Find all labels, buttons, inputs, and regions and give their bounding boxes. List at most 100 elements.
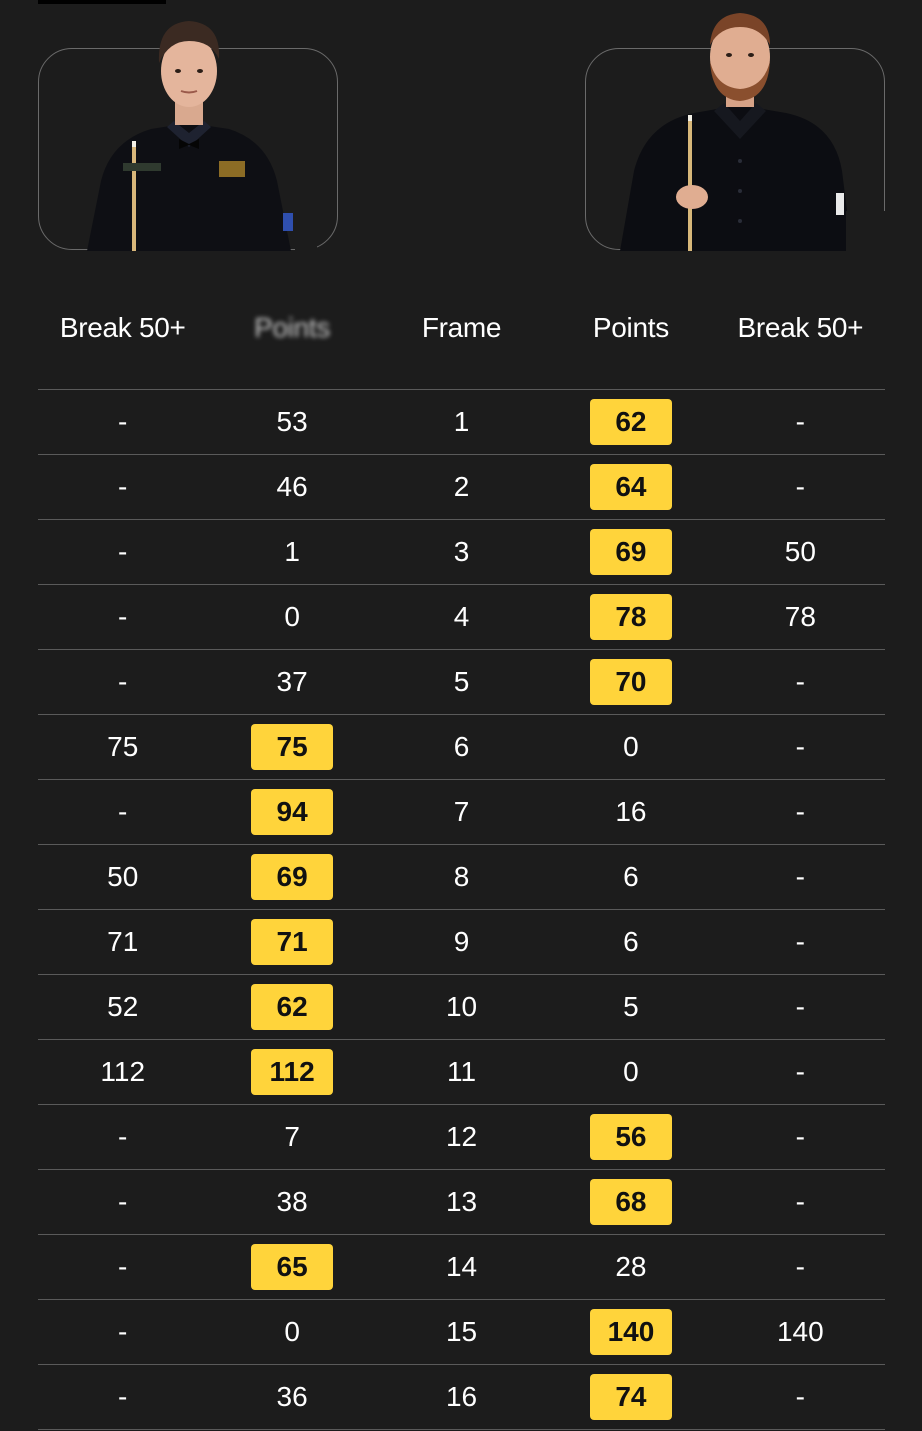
right-points-value: 6	[623, 926, 639, 957]
table-row: 75 75 6 0 -	[38, 715, 885, 780]
right-points-value: 0	[623, 731, 639, 762]
frame-number-cell: 7	[377, 780, 546, 844]
right-points-value: 28	[615, 1251, 647, 1282]
left-points-win-badge: 65	[251, 1244, 334, 1290]
right-points-value: 6	[623, 861, 639, 892]
left-points-value: 36	[276, 1381, 308, 1412]
frame-number-cell: 13	[377, 1170, 546, 1234]
left-points-cell: 0	[207, 1300, 376, 1364]
left-break-value: -	[118, 471, 128, 502]
frame-number-value: 16	[445, 1381, 478, 1412]
left-points-cell: 37	[207, 650, 376, 714]
right-points-cell: 68	[546, 1170, 715, 1234]
right-break-value: 50	[784, 536, 816, 567]
right-points-value: 16	[615, 796, 647, 827]
right-break-value: -	[795, 861, 805, 892]
right-break-value: -	[795, 1121, 805, 1152]
frame-number-value: 15	[445, 1316, 478, 1347]
left-points-cell: 46	[207, 455, 376, 519]
right-break-value: -	[795, 406, 805, 437]
frame-number-value: 13	[445, 1186, 478, 1217]
header-right-break: Break 50+	[737, 312, 864, 343]
right-break-value: -	[795, 471, 805, 502]
right-points-cell: 56	[546, 1105, 715, 1169]
player-photo-icon	[620, 13, 852, 251]
left-break-cell: -	[38, 390, 207, 454]
left-break-value: 112	[100, 1056, 146, 1087]
left-points-value: 37	[276, 666, 308, 697]
frame-number-cell: 5	[377, 650, 546, 714]
frame-number-value: 11	[446, 1056, 477, 1087]
left-points-cell: 65	[207, 1235, 376, 1299]
right-points-win-badge: 140	[589, 1309, 672, 1355]
right-break-cell: 140	[716, 1300, 885, 1364]
left-points-win-badge: 112	[251, 1049, 334, 1095]
left-break-value: -	[118, 1251, 128, 1282]
left-points-win-badge: 75	[251, 724, 334, 770]
left-break-cell: 112	[38, 1040, 207, 1104]
left-points-value: 46	[276, 471, 308, 502]
left-break-value: -	[118, 1381, 128, 1412]
table-row: - 7 12 56 -	[38, 1105, 885, 1170]
header-left-break: Break 50+	[59, 312, 186, 343]
table-row: - 37 5 70 -	[38, 650, 885, 715]
card-corner-cut	[295, 211, 317, 251]
left-points-cell: 7	[207, 1105, 376, 1169]
right-break-cell: -	[716, 650, 885, 714]
frame-number-cell: 16	[377, 1365, 546, 1429]
frame-number-cell: 14	[377, 1235, 546, 1299]
left-break-cell: 75	[38, 715, 207, 779]
left-break-value: -	[118, 536, 128, 567]
left-break-cell: 71	[38, 910, 207, 974]
table-row: - 53 1 62 -	[38, 390, 885, 455]
right-points-win-badge: 69	[589, 529, 672, 575]
top-divider-strip	[38, 0, 166, 4]
left-break-cell: -	[38, 1235, 207, 1299]
table-header: Break 50+ Points Frame Points Break 50+	[38, 300, 885, 360]
right-points-cell: 6	[546, 845, 715, 909]
right-points-cell: 28	[546, 1235, 715, 1299]
left-break-cell: 50	[38, 845, 207, 909]
right-break-cell: -	[716, 975, 885, 1039]
frame-number-cell: 12	[377, 1105, 546, 1169]
frame-number-value: 9	[453, 926, 470, 957]
left-break-value: 50	[107, 861, 139, 892]
right-points-win-badge: 64	[589, 464, 672, 510]
left-points-cell: 69	[207, 845, 376, 909]
right-break-value: -	[795, 1186, 805, 1217]
left-break-value: -	[118, 601, 128, 632]
left-break-value: 75	[107, 731, 139, 762]
table-row: - 1 3 69 50	[38, 520, 885, 585]
frame-number-value: 8	[453, 861, 470, 892]
table-row: - 0 4 78 78	[38, 585, 885, 650]
frame-number-cell: 3	[377, 520, 546, 584]
left-points-cell: 0	[207, 585, 376, 649]
left-points-value: 7	[284, 1121, 300, 1152]
left-break-value: -	[118, 406, 128, 437]
right-points-cell: 0	[546, 1040, 715, 1104]
right-break-cell: -	[716, 1170, 885, 1234]
right-points-cell: 0	[546, 715, 715, 779]
right-break-value: -	[795, 731, 805, 762]
left-break-value: -	[118, 1316, 128, 1347]
right-points-win-badge: 78	[589, 594, 672, 640]
right-break-cell: -	[716, 1365, 885, 1429]
left-points-win-badge: 62	[251, 984, 334, 1030]
header-frame: Frame	[421, 312, 502, 343]
card-corner-cut	[846, 211, 886, 251]
right-points-cell: 6	[546, 910, 715, 974]
left-points-win-badge: 94	[251, 789, 334, 835]
frame-number-cell: 8	[377, 845, 546, 909]
left-break-value: -	[118, 796, 128, 827]
left-break-cell: -	[38, 585, 207, 649]
left-points-cell: 36	[207, 1365, 376, 1429]
left-break-cell: -	[38, 650, 207, 714]
right-break-cell: -	[716, 780, 885, 844]
left-points-value: 1	[284, 536, 300, 567]
right-break-cell: -	[716, 1235, 885, 1299]
right-points-cell: 64	[546, 455, 715, 519]
player-card-right	[585, 13, 886, 251]
frame-number-value: 4	[453, 601, 470, 632]
left-break-cell: -	[38, 1170, 207, 1234]
frame-number-cell: 11	[377, 1040, 546, 1104]
